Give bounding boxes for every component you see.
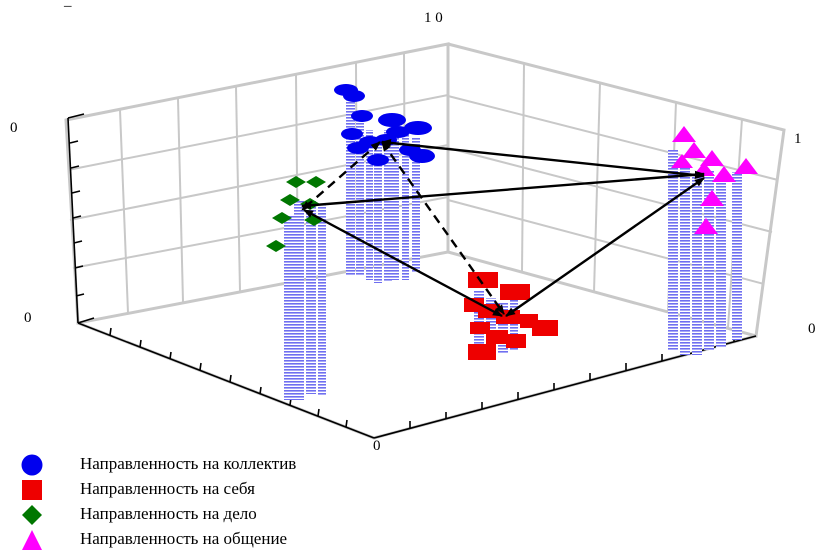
bar-magenta-1 [668, 150, 678, 350]
marker-square [500, 284, 530, 300]
marker-triangle [672, 126, 696, 142]
tick-label-top-right: 1 0 [424, 10, 443, 26]
bar-red-4 [510, 300, 518, 350]
front-left-axis-line [77, 322, 375, 439]
marker-triangle [734, 158, 758, 174]
left-axis-ticks [67, 113, 95, 324]
tick-label-right-upper: 1 [794, 131, 802, 147]
tick-label-left-lower: 0 [24, 310, 32, 326]
tick-label-bottom: 0 [373, 438, 381, 454]
marker-diamond [306, 176, 326, 188]
marker-triangle [682, 142, 706, 158]
bar-magenta-6 [732, 172, 742, 340]
square-marker-icon [22, 480, 42, 500]
marker-square [486, 330, 508, 344]
legend-label: Направленность на себя [80, 479, 255, 498]
legend-item-sebya: Направленность на себя [14, 477, 434, 502]
marker-square [468, 272, 498, 288]
legend-item-kollektiv: Направленность на коллектив [14, 452, 434, 477]
legend-label: Направленность на коллектив [80, 454, 297, 473]
marker-circle [367, 154, 389, 166]
bar-green-3 [306, 200, 316, 394]
marker-triangle [712, 166, 736, 182]
markers-sebya [464, 272, 558, 360]
bar-magenta-3 [692, 175, 702, 355]
tick-label-left-upper: 0 [10, 120, 18, 136]
marker-triangle [700, 190, 724, 206]
bar-green-4 [318, 205, 326, 395]
arrows [301, 138, 705, 318]
marker-circle [351, 110, 373, 122]
marker-circle [404, 121, 432, 135]
marker-diamond [280, 194, 300, 206]
legend-label: Направленность на общение [80, 529, 288, 548]
bar-magenta-4 [704, 170, 714, 350]
tick-label-top-left: – [63, 0, 72, 14]
floor [77, 321, 757, 440]
bar-blue-1 [346, 100, 355, 276]
marker-square [470, 322, 490, 334]
legend-label: Направленность на дело [80, 504, 257, 523]
marker-circle [378, 113, 406, 127]
marker-diamond [286, 176, 306, 188]
bar-blue-5 [384, 130, 392, 282]
marker-diamond [272, 212, 292, 224]
bar-green-1 [284, 215, 294, 400]
marker-square [496, 310, 520, 324]
axis-labels: 1 0 – 0 0 1 0 0 [10, 0, 816, 454]
bar-magenta-5 [716, 178, 726, 348]
bar-red-3 [498, 302, 508, 354]
arrow-sebya-obschenie [505, 177, 705, 317]
legend: Направленность на коллектив Направленнос… [14, 452, 434, 552]
tick-label-right-lower: 0 [808, 321, 816, 337]
marker-circle [409, 149, 435, 163]
legend-item-obschenie: Направленность на общение [14, 527, 434, 552]
marker-circle [343, 90, 365, 102]
arrow-kollektiv-sebya [381, 141, 505, 315]
marker-diamond [266, 240, 286, 252]
circle-marker-icon [21, 454, 43, 476]
legend-item-delo: Направленность на дело [14, 502, 434, 527]
arrow-delo-sebya [303, 208, 503, 318]
marker-circle [341, 128, 363, 140]
triangle-marker-icon [22, 530, 42, 550]
left-axis-line [67, 117, 79, 324]
arrow-kollektiv-delo [301, 141, 381, 211]
diamond-marker-icon [22, 505, 42, 525]
marker-square [468, 344, 496, 360]
marker-triangle [700, 150, 724, 166]
marker-square [532, 320, 558, 336]
bar-green-2 [294, 200, 304, 400]
marker-square [506, 334, 526, 348]
bar-red-2 [486, 298, 496, 356]
